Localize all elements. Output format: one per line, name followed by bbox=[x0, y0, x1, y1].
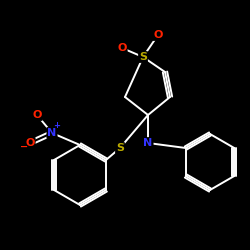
Text: O: O bbox=[32, 110, 42, 120]
Text: O: O bbox=[117, 43, 127, 53]
Text: S: S bbox=[116, 143, 124, 153]
Text: +: + bbox=[54, 122, 60, 130]
Text: N: N bbox=[48, 128, 56, 138]
Text: O: O bbox=[25, 138, 35, 148]
Text: S: S bbox=[139, 52, 147, 62]
Text: N: N bbox=[144, 138, 152, 148]
Text: O: O bbox=[153, 30, 163, 40]
Text: −: − bbox=[20, 142, 28, 152]
